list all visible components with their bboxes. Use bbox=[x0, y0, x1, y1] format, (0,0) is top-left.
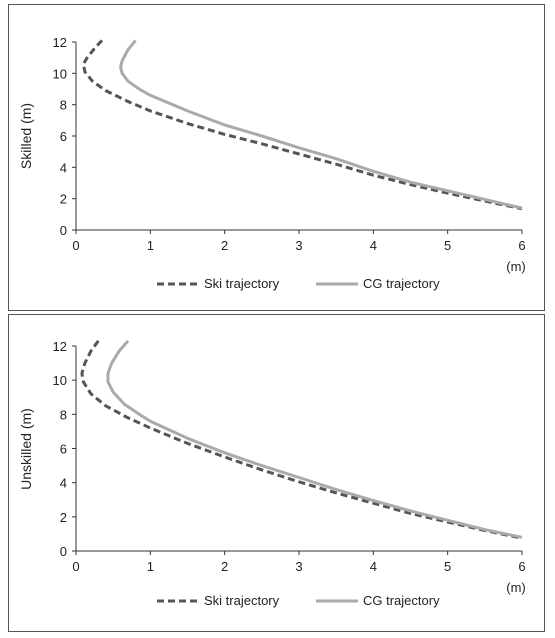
xtick-label: 3 bbox=[295, 238, 302, 253]
ytick-marks bbox=[72, 41, 76, 231]
xtick-label: 1 bbox=[147, 238, 154, 253]
ytick-labels: 0 2 4 6 8 10 12 bbox=[53, 35, 67, 238]
cg-trajectory-line bbox=[106, 339, 523, 539]
xtick-label: 6 bbox=[518, 559, 525, 574]
legend-label-ski: Ski trajectory bbox=[204, 276, 280, 291]
xtick-labels: 0 1 2 3 4 5 6 bbox=[72, 559, 525, 574]
ytick-label: 8 bbox=[60, 98, 67, 113]
ytick-label: 0 bbox=[60, 223, 67, 238]
ytick-label: 12 bbox=[53, 35, 67, 50]
ytick-labels: 0 2 4 6 8 10 12 bbox=[53, 339, 67, 559]
xtick-marks bbox=[75, 230, 523, 234]
ytick-label: 2 bbox=[60, 510, 67, 525]
x-axis-unit: (m) bbox=[506, 259, 526, 274]
ytick-label: 10 bbox=[53, 373, 67, 388]
legend: Ski trajectory CG trajectory bbox=[157, 276, 440, 291]
cg-trajectory-line bbox=[119, 39, 523, 210]
ytick-label: 10 bbox=[53, 66, 67, 81]
xtick-label: 4 bbox=[370, 559, 377, 574]
xtick-label: 2 bbox=[221, 238, 228, 253]
series-lines bbox=[81, 39, 523, 211]
legend-label-cg: CG trajectory bbox=[363, 276, 440, 291]
ytick-label: 2 bbox=[60, 192, 67, 207]
xtick-label: 0 bbox=[72, 238, 79, 253]
plot-area bbox=[75, 346, 522, 552]
ski-trajectory-line bbox=[81, 39, 523, 211]
ytick-label: 12 bbox=[53, 339, 67, 354]
legend-label-cg: CG trajectory bbox=[363, 593, 440, 608]
ytick-label: 6 bbox=[60, 129, 67, 144]
y-axis-label: Skilled (m) bbox=[18, 103, 34, 169]
xtick-label: 4 bbox=[370, 238, 377, 253]
xtick-labels: 0 1 2 3 4 5 6 bbox=[72, 238, 525, 253]
xtick-label: 5 bbox=[444, 238, 451, 253]
plot-area bbox=[75, 42, 522, 231]
series-lines bbox=[80, 339, 523, 540]
xtick-label: 0 bbox=[72, 559, 79, 574]
x-axis-unit: (m) bbox=[506, 580, 526, 595]
ytick-label: 4 bbox=[60, 476, 67, 491]
ytick-marks bbox=[72, 345, 76, 552]
legend-label-ski: Ski trajectory bbox=[204, 593, 280, 608]
legend: Ski trajectory CG trajectory bbox=[157, 593, 440, 608]
ytick-label: 4 bbox=[60, 160, 67, 175]
xtick-label: 2 bbox=[221, 559, 228, 574]
xtick-label: 3 bbox=[295, 559, 302, 574]
ytick-label: 8 bbox=[60, 407, 67, 422]
ytick-label: 0 bbox=[60, 544, 67, 559]
ski-trajectory-line bbox=[80, 340, 523, 540]
y-axis-label: Unskilled (m) bbox=[18, 408, 34, 490]
xtick-marks bbox=[75, 551, 523, 555]
ytick-label: 6 bbox=[60, 442, 67, 457]
xtick-label: 5 bbox=[444, 559, 451, 574]
xtick-label: 1 bbox=[147, 559, 154, 574]
xtick-label: 6 bbox=[518, 238, 525, 253]
